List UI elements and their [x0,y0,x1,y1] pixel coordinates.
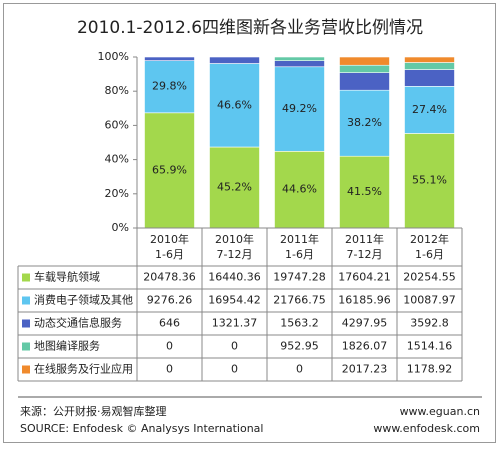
x-tick-label: 1-6月 [285,248,314,261]
legend-swatch [22,273,30,282]
x-tick-label: 1-6月 [415,248,444,261]
table-value: 2017.23 [342,363,388,376]
bar-segment [339,56,390,66]
bar-label: 49.2% [282,102,317,115]
table-value: 0 [231,363,238,376]
legend-label: 在线服务及行业应用 [34,362,133,376]
table-value: 1826.07 [342,340,388,353]
bar-segment [404,69,455,87]
bar-label: 29.8% [152,80,187,93]
table-value: 16185.96 [338,294,391,307]
table-value: 646 [159,317,180,330]
bar-segment [144,56,195,61]
table-value: 17604.21 [338,271,391,284]
legend-label: 动态交通信息服务 [34,316,122,330]
table-value: 0 [296,363,303,376]
bar-segment [404,86,455,134]
y-tick-label: 100% [98,50,129,63]
table-value: 952.95 [280,340,319,353]
y-tick-label: 40% [105,153,129,166]
bar-segment [339,64,390,73]
table-value: 10087.97 [403,294,456,307]
bar-segment [339,155,390,229]
frame [3,3,496,443]
x-tick-label: 2010年 [215,232,254,246]
bar-label: 27.4% [412,103,447,116]
x-tick-label: 1-6月 [155,248,184,261]
bar-label: 65.9% [152,163,187,176]
table-value: 1321.37 [212,317,258,330]
legend-swatch [22,296,30,305]
table-value: 1178.92 [407,363,453,376]
table-value: 9276.26 [147,294,193,307]
table-value: 0 [166,363,173,376]
table-value: 1563.2 [280,317,319,330]
x-tick-label: 7-12月 [217,248,253,261]
legend-swatch [22,365,30,374]
table-value: 3592.8 [410,317,449,330]
y-tick-label: 60% [105,118,129,131]
bar-segment [274,60,325,68]
bar-label: 44.6% [282,183,317,196]
x-tick-label: 7-12月 [347,248,383,261]
bar-segment [339,72,390,91]
bar-label: 45.2% [217,181,252,194]
x-tick-label: 2011年 [280,232,319,246]
legend-swatch [22,319,30,328]
bar-segment [404,133,455,229]
bar-segment [404,56,455,63]
table-value: 20254.55 [403,271,456,284]
source: 来源：公开财报·易观智库整理 [20,404,167,418]
legend-label: 地图编译服务 [34,339,100,353]
legend-label: 消费电子领域及其他 [34,293,133,307]
x-tick-label: 2012年 [410,232,449,246]
legend-swatch [22,342,30,351]
y-tick-label: 0% [112,221,129,234]
x-tick-label: 2010年 [150,232,189,246]
y-tick-label: 80% [105,84,129,97]
bar-segment [274,56,325,62]
legend-label: 车载导航领域 [34,270,100,284]
bar-label: 38.2% [347,116,382,129]
credit: www.eguan.cn [400,405,480,418]
bar-segment [404,62,455,70]
bar-label: 55.1% [412,174,447,187]
table-value: 20478.36 [143,271,196,284]
table-value: 16954.42 [208,294,261,307]
bar-segment [209,56,260,64]
credit: www.enfodesk.com [373,422,480,435]
table-value: 21766.75 [273,294,326,307]
bar-label: 41.5% [347,185,382,198]
table-value: 16440.36 [208,271,261,284]
bar-segment [274,66,325,152]
table-value: 1514.16 [407,340,453,353]
table-value: 0 [231,340,238,353]
source: SOURCE: Enfodesk © Analysys Internationa… [20,422,263,435]
table-value: 4297.95 [342,317,388,330]
table-value: 19747.28 [273,271,326,284]
table-value: 0 [166,340,173,353]
chart-title: 2010.1-2012.6四维图新各业务营收比例情况 [77,18,423,38]
y-tick-label: 20% [105,187,129,200]
bar-label: 46.6% [217,98,252,111]
bar-segment [339,89,390,157]
x-tick-label: 2011年 [345,232,384,246]
